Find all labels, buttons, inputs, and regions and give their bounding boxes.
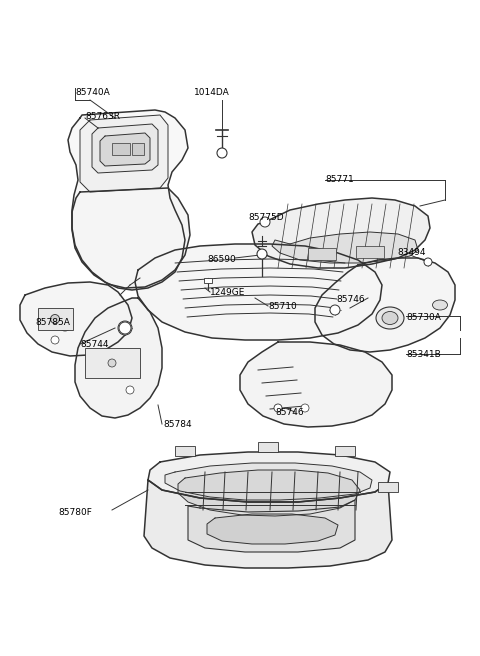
Polygon shape bbox=[135, 244, 382, 340]
Polygon shape bbox=[144, 480, 392, 568]
Text: 83494: 83494 bbox=[397, 248, 425, 257]
Circle shape bbox=[119, 322, 131, 334]
Text: 85775D: 85775D bbox=[248, 213, 284, 222]
Polygon shape bbox=[92, 124, 158, 173]
Text: 85744: 85744 bbox=[80, 340, 108, 349]
Polygon shape bbox=[148, 452, 390, 502]
Polygon shape bbox=[100, 133, 150, 166]
Ellipse shape bbox=[376, 307, 404, 329]
Polygon shape bbox=[188, 500, 355, 552]
Text: 85771: 85771 bbox=[325, 175, 354, 184]
Circle shape bbox=[330, 305, 340, 315]
Circle shape bbox=[59, 319, 71, 331]
Text: 1249GE: 1249GE bbox=[210, 288, 245, 297]
Polygon shape bbox=[272, 232, 418, 263]
Polygon shape bbox=[178, 470, 360, 516]
Text: 1014DA: 1014DA bbox=[194, 88, 230, 97]
Bar bbox=[85, 348, 140, 378]
Circle shape bbox=[108, 359, 116, 367]
Bar bbox=[335, 446, 355, 456]
Text: 85746: 85746 bbox=[336, 295, 365, 304]
Circle shape bbox=[217, 148, 227, 158]
Circle shape bbox=[51, 336, 59, 344]
Bar bbox=[175, 446, 195, 456]
Polygon shape bbox=[72, 188, 190, 288]
Bar bbox=[356, 246, 384, 258]
Ellipse shape bbox=[382, 312, 398, 325]
Ellipse shape bbox=[432, 300, 447, 310]
Circle shape bbox=[257, 249, 267, 259]
Text: 85763R: 85763R bbox=[85, 112, 120, 121]
Circle shape bbox=[105, 353, 119, 367]
Polygon shape bbox=[252, 198, 430, 268]
Text: 85780F: 85780F bbox=[58, 508, 92, 517]
Polygon shape bbox=[80, 115, 168, 192]
Text: 85740A: 85740A bbox=[75, 88, 110, 97]
Polygon shape bbox=[315, 258, 455, 352]
Text: 85785A: 85785A bbox=[35, 318, 70, 327]
Bar bbox=[112, 143, 130, 155]
Bar bbox=[38, 308, 73, 330]
Circle shape bbox=[424, 258, 432, 266]
Text: 85746: 85746 bbox=[275, 408, 304, 417]
Text: 85710: 85710 bbox=[268, 302, 297, 311]
Bar bbox=[378, 482, 398, 492]
Circle shape bbox=[301, 404, 309, 412]
Polygon shape bbox=[240, 342, 392, 427]
Polygon shape bbox=[20, 282, 132, 356]
Text: 86590: 86590 bbox=[207, 255, 236, 264]
Circle shape bbox=[126, 386, 134, 394]
Circle shape bbox=[50, 314, 60, 323]
Bar bbox=[258, 442, 278, 452]
Text: 85341B: 85341B bbox=[406, 350, 441, 359]
Text: 85784: 85784 bbox=[163, 420, 192, 429]
Bar bbox=[132, 143, 144, 155]
Circle shape bbox=[118, 321, 132, 335]
Polygon shape bbox=[207, 514, 338, 544]
Text: 85730A: 85730A bbox=[406, 313, 441, 322]
Circle shape bbox=[260, 217, 270, 227]
Circle shape bbox=[274, 404, 282, 412]
Bar bbox=[308, 248, 336, 260]
Polygon shape bbox=[75, 298, 162, 418]
Bar bbox=[204, 278, 212, 283]
Polygon shape bbox=[68, 110, 188, 290]
Polygon shape bbox=[165, 463, 372, 500]
